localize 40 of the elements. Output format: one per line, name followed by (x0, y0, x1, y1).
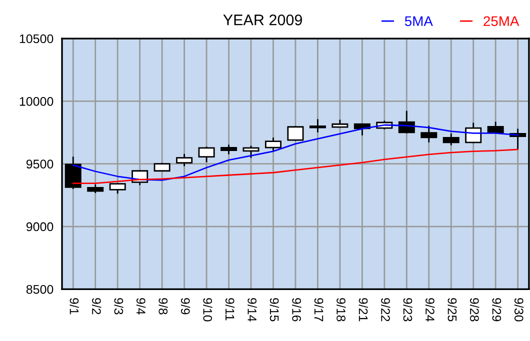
candlestick (242, 144, 260, 159)
x-tick-label: 9/29 (492, 298, 502, 322)
candlestick (220, 144, 238, 156)
y-tick-label: 10500 (20, 34, 54, 44)
x-tick-label: 9/9 (180, 298, 190, 314)
legend-label: 25MA (484, 16, 520, 26)
x-tick-label: 9/21 (358, 298, 368, 322)
x-tick-label: 9/3 (114, 298, 124, 314)
x-tick-label: 9/18 (336, 298, 346, 322)
x-tick-label: 9/11 (225, 298, 235, 320)
candlestick (264, 136, 282, 152)
y-tick-label: 9000 (26, 222, 54, 232)
x-tick-label: 9/2 (92, 298, 102, 314)
chart-title: YEAR 2009 (223, 14, 302, 26)
candlestick (198, 146, 215, 163)
x-tick-label: 9/4 (136, 298, 146, 315)
x-tick-label: 9/15 (270, 298, 280, 322)
x-tick-label: 9/30 (514, 298, 524, 322)
candlestick (442, 132, 460, 146)
y-tick-label: 8500 (26, 284, 54, 294)
x-tick-label: 9/8 (158, 298, 168, 314)
x-tick-label: 9/25 (448, 298, 457, 322)
candlestick (109, 182, 126, 194)
x-tick-label: 9/10 (203, 298, 212, 322)
x-tick-label: 9/28 (470, 298, 480, 322)
y-tick-label: 9500 (26, 160, 54, 169)
legend-label: 5MA (404, 16, 433, 26)
x-tick-label: 9/24 (426, 298, 435, 322)
candlestick (309, 118, 326, 134)
candlestick (420, 125, 438, 144)
candlestick (64, 156, 82, 190)
x-tick-label: 9/17 (314, 298, 324, 322)
x-tick-label: 9/14 (248, 298, 257, 322)
x-tick-label: 9/22 (381, 298, 390, 322)
x-tick-label: 9/16 (292, 298, 302, 322)
candlestick (287, 126, 304, 142)
candlestick (176, 153, 193, 167)
y-tick-label: 10000 (20, 96, 54, 106)
x-tick-label: 9/1 (70, 298, 79, 314)
x-tick-label: 9/23 (403, 298, 412, 322)
